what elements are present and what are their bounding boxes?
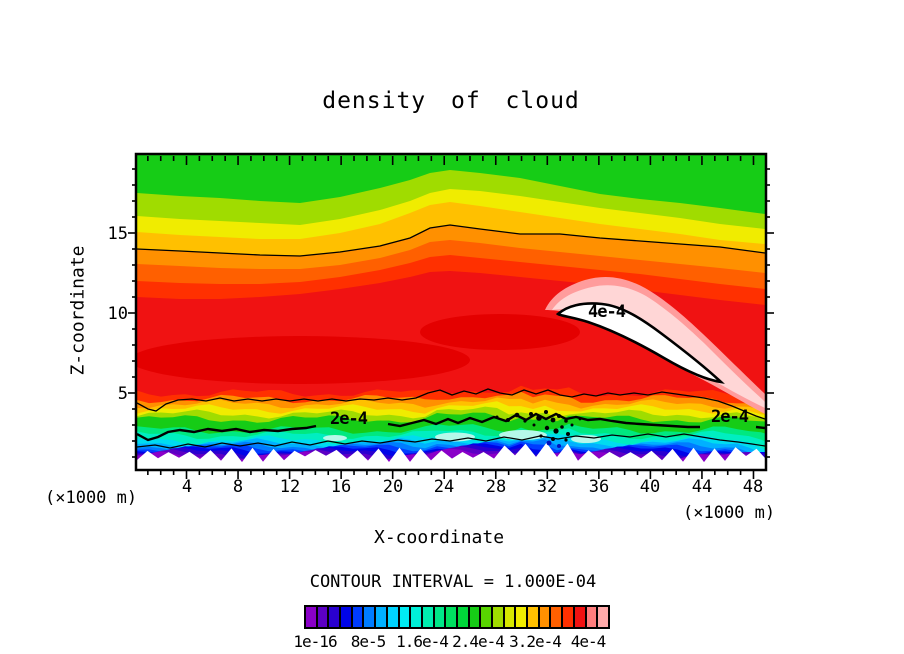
colorbar-cell — [399, 607, 410, 627]
colorbar-cell — [504, 607, 515, 627]
colorbar-cell — [551, 607, 562, 627]
x-tick-16: 16 — [330, 477, 352, 497]
band-palecyan-patch — [571, 435, 601, 443]
band-red-deep — [137, 336, 470, 384]
contour-speckle — [560, 425, 564, 429]
contour-4e-4-pocket — [555, 302, 725, 384]
colorbar-cell — [586, 607, 597, 627]
contour-speckle — [570, 423, 574, 427]
contour-speckle — [566, 432, 570, 436]
band-green-top — [137, 155, 765, 214]
colorbar-cell — [387, 607, 398, 627]
contour-speckle — [546, 440, 552, 446]
band-red-deep — [420, 314, 580, 350]
colorbar-cell — [539, 607, 550, 627]
ground-white-surface — [137, 442, 765, 470]
colorbar-cell — [493, 607, 503, 627]
colorbar-cell — [574, 607, 585, 627]
contour-speckle — [564, 419, 568, 423]
colorbar-cell — [481, 607, 491, 627]
contour-line-2e-4 — [387, 412, 700, 429]
colorbar-label: 1e-16 — [293, 632, 337, 651]
contour-line-2e-4 — [137, 424, 317, 442]
band-palecyan-patch — [435, 432, 475, 442]
x-tick-28: 28 — [485, 477, 507, 497]
band-palecyan-patch — [323, 435, 347, 441]
colorbar-cell — [376, 607, 386, 627]
contour-line-lower-thin — [137, 433, 765, 449]
contour-speckle — [529, 412, 533, 416]
colorbar-label: 4e-4 — [570, 632, 607, 651]
contour-speckle — [550, 417, 556, 423]
x-tick-8: 8 — [232, 477, 244, 497]
x-tick-24: 24 — [433, 477, 455, 497]
colorbar-cell — [341, 607, 351, 627]
colorbar-label: 8e-5 — [350, 632, 387, 651]
contour-label-2e-4-right: 2e-4 — [711, 407, 749, 427]
colorbar-cell — [317, 607, 328, 627]
x-axis-unit: (×1000 m) — [683, 503, 776, 523]
colorbar-cell — [411, 607, 421, 627]
plot-frame — [134, 152, 768, 472]
colorbar-cell — [598, 607, 608, 627]
colorbar-cell — [528, 607, 538, 627]
colorbar-cell — [434, 607, 445, 627]
colorbar-label: 2.4e-4 — [452, 632, 505, 651]
x-tick-36: 36 — [588, 477, 610, 497]
contour-speckle — [564, 438, 568, 442]
colorbar — [304, 605, 610, 629]
x-tick-48: 48 — [742, 477, 764, 497]
y-tick-5: 5 — [117, 384, 128, 404]
colorbar-cell — [306, 607, 316, 627]
contour-speckle — [553, 428, 559, 434]
colorbar-cell — [364, 607, 375, 627]
contour-line-mid-thin — [137, 388, 765, 420]
x-tick-44: 44 — [691, 477, 713, 497]
x-tick-32: 32 — [536, 477, 558, 497]
colorbar-label: 1.6e-4 — [396, 632, 449, 651]
x-tick-12: 12 — [279, 477, 301, 497]
contour-interval-note: CONTOUR INTERVAL = 1.000E-04 — [309, 572, 597, 592]
y-axis-unit: (×1000 m) — [45, 488, 138, 508]
x-tick-20: 20 — [382, 477, 404, 497]
contour-speckle — [557, 444, 561, 448]
contour-speckles — [495, 410, 582, 448]
colorbar-cell — [457, 607, 468, 627]
x-axis-label: X-coordinate — [374, 527, 505, 548]
colorbar-cell — [516, 607, 527, 627]
y-tick-15: 15 — [107, 224, 128, 244]
contour-speckle — [544, 410, 548, 414]
colorbar-cell — [446, 607, 456, 627]
ground-white-region — [137, 442, 765, 470]
colorbar-cell — [422, 607, 433, 627]
contour-label-2e-4-left: 2e-4 — [330, 409, 368, 429]
contour-speckle — [532, 423, 536, 427]
colorbar-cell — [563, 607, 573, 627]
contour-field — [137, 155, 765, 470]
contour-speckle — [544, 425, 550, 431]
page-title: density of cloud — [322, 88, 580, 114]
colorbar-cell — [469, 607, 480, 627]
colorbar-label: 3.2e-4 — [509, 632, 562, 651]
x-tick-40: 40 — [639, 477, 661, 497]
colorbar-cell — [352, 607, 363, 627]
colorbar-cell — [329, 607, 340, 627]
x-tick-4: 4 — [181, 477, 193, 497]
contour-line-2e-4 — [755, 425, 765, 430]
y-tick-10: 10 — [107, 304, 128, 324]
contour-label-4e-4: 4e-4 — [588, 302, 626, 322]
contour-line-upper-thin — [137, 224, 765, 257]
